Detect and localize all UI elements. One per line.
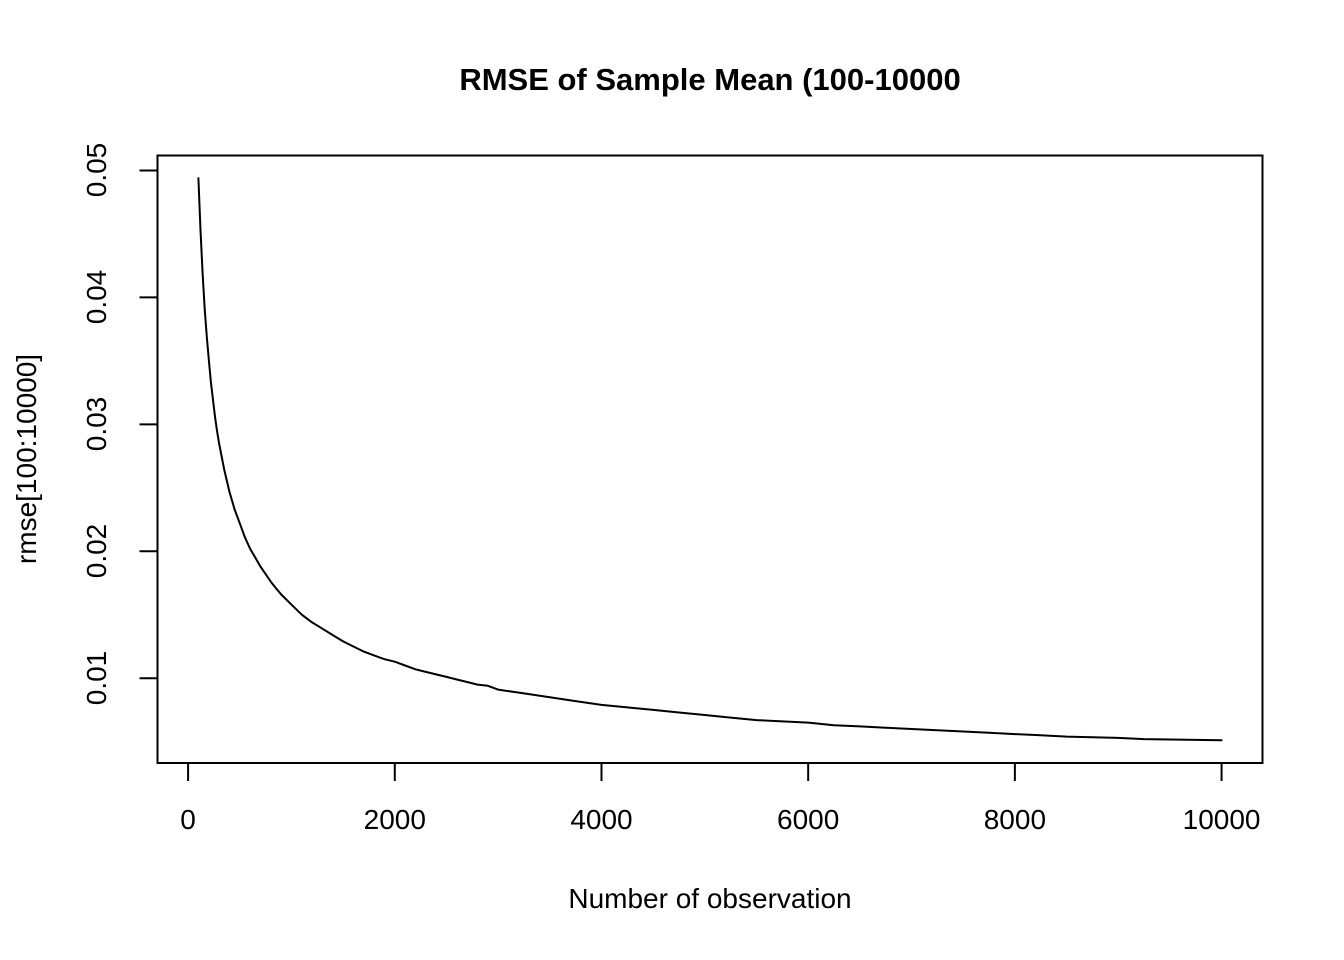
x-tick-label: 0 bbox=[180, 804, 196, 835]
rmse-curve bbox=[197, 177, 1223, 742]
x-tick-label: 10000 bbox=[1182, 804, 1261, 835]
y-tick-label: 0.03 bbox=[81, 397, 112, 452]
x-tick-label: 4000 bbox=[570, 804, 633, 835]
chart-title: RMSE of Sample Mean (100-10000 bbox=[459, 62, 961, 97]
y-tick-label: 0.01 bbox=[81, 650, 112, 706]
x-tick-label: 2000 bbox=[363, 804, 426, 835]
x-axis-label: Number of observation bbox=[568, 883, 852, 914]
y-tick-label: 0.02 bbox=[81, 524, 112, 579]
x-tick-label: 8000 bbox=[983, 804, 1047, 835]
y-tick-label: 0.04 bbox=[81, 270, 112, 325]
plot-box bbox=[156, 154, 1264, 764]
x-tick-label: 6000 bbox=[777, 804, 840, 835]
y-tick-label: 0.05 bbox=[81, 143, 112, 198]
